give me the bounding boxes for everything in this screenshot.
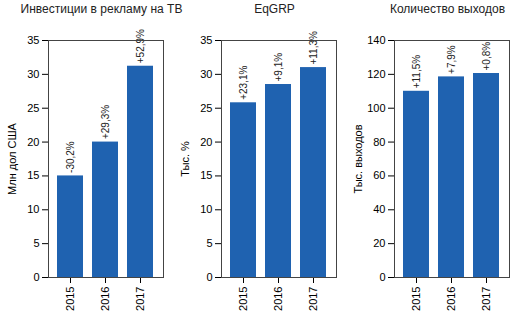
svg-text:140: 140 bbox=[367, 34, 385, 46]
svg-text:2016: 2016 bbox=[445, 287, 457, 311]
svg-text:+11,5%: +11,5% bbox=[411, 55, 422, 89]
svg-text:80: 80 bbox=[373, 136, 385, 148]
svg-text:0: 0 bbox=[33, 271, 39, 283]
svg-text:+23,1%: +23,1% bbox=[238, 65, 249, 99]
svg-text:15: 15 bbox=[27, 169, 39, 181]
svg-text:2015: 2015 bbox=[64, 287, 76, 311]
svg-text:2015: 2015 bbox=[237, 287, 249, 311]
svg-text:+0,8%: +0,8% bbox=[481, 42, 492, 71]
svg-text:2017: 2017 bbox=[307, 287, 319, 311]
svg-text:Тыс. %: Тыс. % bbox=[179, 141, 191, 177]
svg-text:5: 5 bbox=[206, 237, 212, 249]
svg-text:20: 20 bbox=[27, 136, 39, 148]
svg-text:+11,3%: +11,3% bbox=[308, 31, 319, 65]
svg-text:-30,2%: -30,2% bbox=[65, 141, 76, 173]
svg-text:10: 10 bbox=[200, 203, 212, 215]
svg-text:2016: 2016 bbox=[99, 287, 111, 311]
html-text:EqGRP: EqGRP bbox=[254, 2, 295, 16]
svg-text:40: 40 bbox=[373, 203, 385, 215]
svg-text:2015: 2015 bbox=[410, 287, 422, 311]
svg-text:2017: 2017 bbox=[480, 287, 492, 311]
svg-text:25: 25 bbox=[200, 102, 212, 114]
html-text:Инвестиции в рекламу на ТВ: Инвестиции в рекламу на ТВ bbox=[20, 2, 183, 16]
svg-text:+29,3%: +29,3% bbox=[100, 105, 111, 139]
svg-text:120: 120 bbox=[367, 68, 385, 80]
svg-text:25: 25 bbox=[27, 102, 39, 114]
svg-text:Тыс. выходов: Тыс. выходов bbox=[352, 124, 364, 193]
svg-text:60: 60 bbox=[373, 169, 385, 181]
svg-text:0: 0 bbox=[206, 271, 212, 283]
svg-text:20: 20 bbox=[200, 136, 212, 148]
svg-text:100: 100 bbox=[367, 102, 385, 114]
svg-text:30: 30 bbox=[27, 68, 39, 80]
svg-text:2017: 2017 bbox=[134, 287, 146, 311]
svg-text:35: 35 bbox=[27, 34, 39, 46]
svg-text:+52,9%: +52,9% bbox=[135, 29, 146, 63]
svg-text:20: 20 bbox=[373, 237, 385, 249]
svg-text:+9,1%: +9,1% bbox=[273, 53, 284, 82]
svg-text:0: 0 bbox=[379, 271, 385, 283]
svg-text:15: 15 bbox=[200, 169, 212, 181]
svg-text:5: 5 bbox=[33, 237, 39, 249]
html-text:Количество выходов: Количество выходов bbox=[389, 2, 505, 16]
svg-text:30: 30 bbox=[200, 68, 212, 80]
svg-text:35: 35 bbox=[200, 34, 212, 46]
svg-text:Млн дол США: Млн дол США bbox=[6, 122, 18, 195]
svg-text:2016: 2016 bbox=[272, 287, 284, 311]
svg-text:+7,9%: +7,9% bbox=[446, 45, 457, 74]
svg-text:10: 10 bbox=[27, 203, 39, 215]
